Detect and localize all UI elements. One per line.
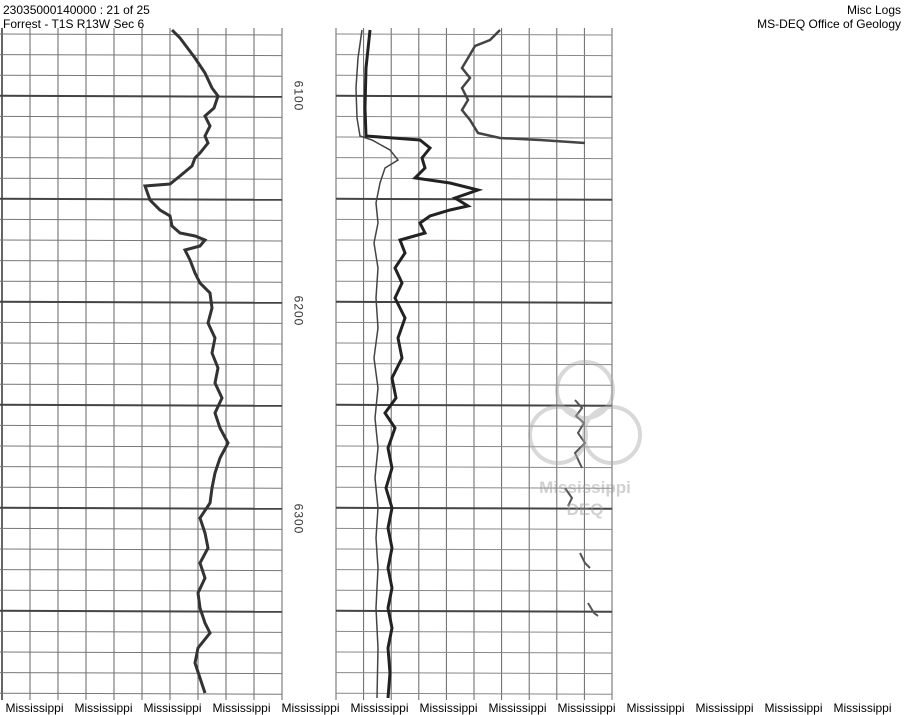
grid-line (0, 630, 283, 633)
log-grid (0, 28, 613, 700)
mdeq-logo-icon (528, 360, 642, 465)
well-log-scan (0, 28, 613, 700)
grid-line (335, 115, 613, 118)
grid-line (0, 321, 283, 324)
footer-text: Mississippi (419, 701, 478, 715)
grid-line (335, 527, 613, 530)
footer-text: Mississippi (557, 701, 616, 715)
grid-line (0, 54, 283, 57)
grid-line (0, 589, 283, 592)
grid-line (335, 94, 613, 98)
grid-line (335, 403, 613, 407)
agency: MS-DEQ Office of Geology (757, 17, 901, 31)
header-right: Misc Logs MS-DEQ Office of Geology (757, 3, 901, 31)
grid-line (335, 177, 613, 180)
grid-line (0, 136, 283, 139)
mdeq-watermark: Mississippi DEQ (520, 360, 650, 525)
grid-line (0, 177, 283, 180)
grid-line (335, 54, 613, 57)
grid-line (0, 569, 283, 572)
depth-label-6300: 6300 (291, 503, 306, 535)
grid-line (335, 197, 613, 201)
watermark-line2: DEQ (566, 500, 604, 519)
grid-line (335, 260, 613, 263)
grid-line (335, 300, 613, 304)
left-track-curve (142, 28, 230, 694)
grid-line (0, 260, 283, 263)
grid-line (0, 383, 283, 386)
grid-line (0, 74, 283, 77)
grid-line (0, 672, 283, 675)
grid-line (335, 630, 613, 633)
grid-line (335, 651, 613, 654)
grid-line (0, 486, 283, 489)
grid-line (0, 651, 283, 654)
footer-text: Mississippi (488, 701, 547, 715)
grid-line (335, 33, 613, 36)
grid-line (0, 218, 283, 221)
grid-line (0, 548, 283, 551)
grid-line (0, 157, 283, 160)
footer-text: Mississippi (281, 701, 340, 715)
grid-line (335, 609, 613, 613)
depth-label-6100: 6100 (291, 80, 306, 112)
grid-line (0, 403, 283, 407)
grid-line (0, 424, 283, 427)
grid-line (0, 506, 283, 510)
header-left: 23035000140000 : 21 of 25 Forrest - T1S … (3, 3, 150, 31)
watermark-line1: Mississippi (539, 478, 631, 497)
grid-line (335, 548, 613, 551)
grid-line (0, 239, 283, 242)
grid-line (0, 197, 283, 201)
grid-line (0, 466, 283, 469)
grid-line (335, 466, 613, 469)
footer-watermark-strip: Mississippi Mississippi Mississippi Mississ… (0, 701, 907, 715)
right-track-curve-thick (363, 29, 484, 699)
footer-text: Mississippi (695, 701, 754, 715)
footer-text: Mississippi (74, 701, 133, 715)
grid-line (335, 445, 613, 448)
grid-line (0, 300, 283, 304)
grid-line (335, 280, 613, 283)
grid-line (0, 94, 283, 98)
grid-line (335, 692, 613, 695)
footer-text: Mississippi (5, 701, 64, 715)
grid-line (335, 363, 613, 366)
document-id: 23035000140000 : 21 of 25 (3, 3, 150, 17)
grid-line (0, 33, 283, 36)
grid-line (335, 506, 613, 510)
grid-line (0, 609, 283, 613)
grid-line (0, 445, 283, 448)
grid-line (335, 218, 613, 221)
grid-line (335, 589, 613, 592)
grid-line (0, 280, 283, 283)
depth-label-6200: 6200 (291, 295, 306, 327)
grid-line (0, 692, 283, 695)
location: Forrest - T1S R13W Sec 6 (3, 17, 145, 31)
sparse-curve-fragments (564, 399, 599, 617)
grid-line (335, 383, 613, 386)
footer-text: Mississippi (626, 701, 685, 715)
grid-line (0, 527, 283, 530)
category: Misc Logs (846, 3, 901, 17)
grid-line (0, 115, 283, 118)
grid-line (335, 342, 613, 345)
footer-text: Mississippi (143, 701, 202, 715)
grid-line (335, 569, 613, 572)
grid-line (335, 321, 613, 324)
grid-line (335, 239, 613, 242)
grid-line (0, 363, 283, 366)
grid-line (335, 157, 613, 160)
grid-line (0, 342, 283, 345)
footer-text: Mississippi (833, 701, 892, 715)
footer-text: Mississippi (764, 701, 823, 715)
footer-text: Mississippi (212, 701, 271, 715)
grid-line (335, 74, 613, 77)
footer-text: Mississippi (350, 701, 409, 715)
right-track-curve-thin-1 (355, 29, 400, 699)
right-track-curve-high (460, 29, 586, 145)
grid-line (335, 672, 613, 675)
grid-line (335, 424, 613, 427)
